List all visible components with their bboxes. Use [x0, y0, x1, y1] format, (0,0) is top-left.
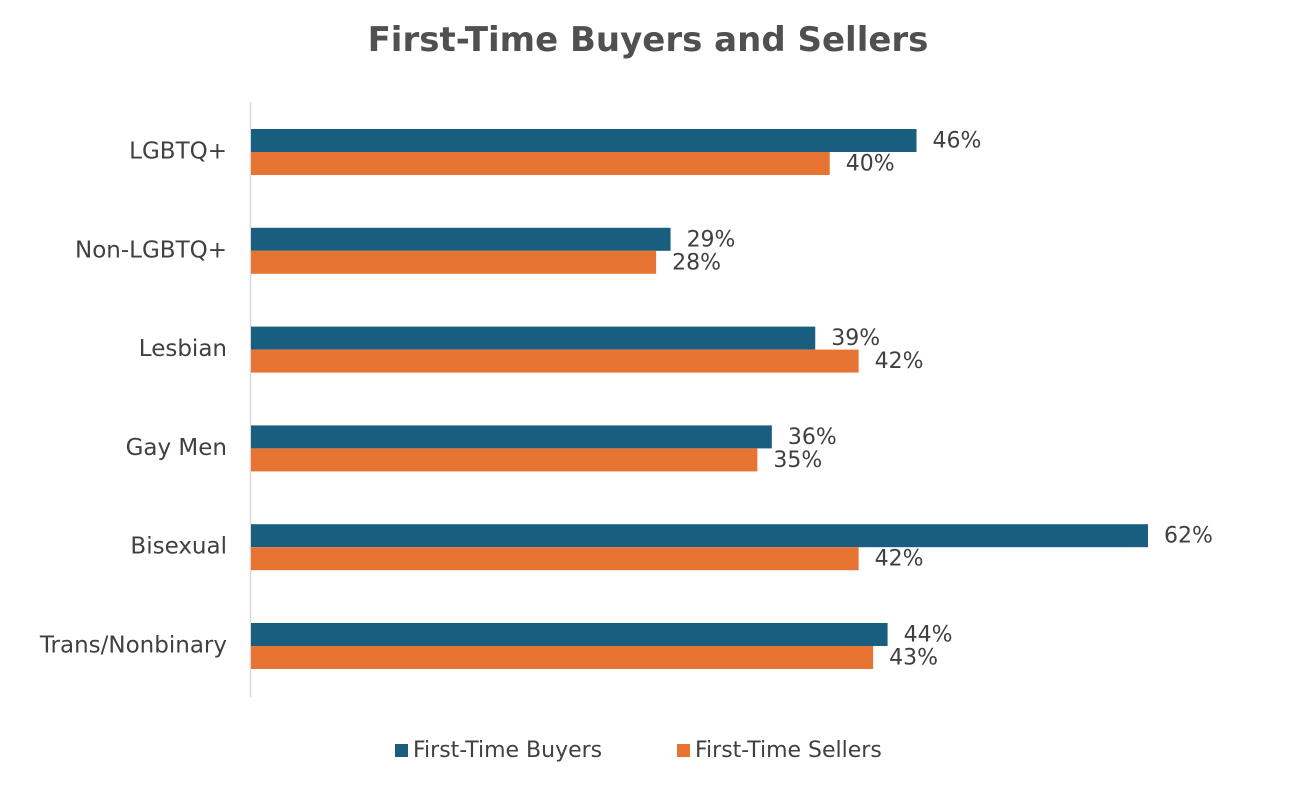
sellers-data-label: 40% [846, 152, 895, 177]
buyers-bar [251, 623, 888, 646]
sellers-bar [251, 152, 830, 175]
sellers-data-label: 43% [889, 646, 938, 671]
sellers-bar [251, 646, 874, 669]
legend-label-sellers: First-Time Sellers [695, 738, 882, 763]
category-label: Trans/Nonbinary [39, 633, 227, 659]
buyers-data-label: 62% [1164, 524, 1213, 549]
sellers-bar [251, 250, 657, 274]
sellers-data-label: 28% [672, 250, 721, 275]
chart-title: First-Time Buyers and Sellers [367, 20, 929, 60]
buyers-data-label: 39% [831, 326, 880, 351]
category-label: Lesbian [139, 336, 227, 362]
buyers-data-label: 36% [788, 425, 837, 450]
category-label: Bisexual [130, 534, 227, 560]
buyers-bar [251, 129, 917, 152]
sellers-bar [251, 349, 859, 373]
buyers-bar [251, 227, 671, 251]
buyers-data-label: 44% [904, 623, 953, 648]
buyers-data-label: 29% [687, 227, 736, 252]
buyers-bar [251, 524, 1148, 548]
sellers-bar [251, 547, 859, 571]
buyers-bar [251, 326, 816, 350]
sellers-data-label: 42% [875, 349, 924, 374]
sellers-data-label: 42% [875, 547, 924, 572]
legend-swatch-sellers [677, 744, 690, 757]
legend-swatch-buyers [395, 744, 408, 757]
buyers-data-label: 46% [933, 129, 982, 154]
buyers-bar [251, 425, 772, 449]
sellers-bar [251, 448, 758, 472]
category-label: Gay Men [126, 435, 227, 461]
category-label: Non-LGBTQ+ [75, 237, 227, 263]
legend: First-Time Buyers First-Time Sellers [395, 738, 882, 763]
sellers-data-label: 35% [773, 448, 822, 473]
category-label: LGBTQ+ [129, 139, 227, 165]
legend-label-buyers: First-Time Buyers [413, 738, 602, 763]
